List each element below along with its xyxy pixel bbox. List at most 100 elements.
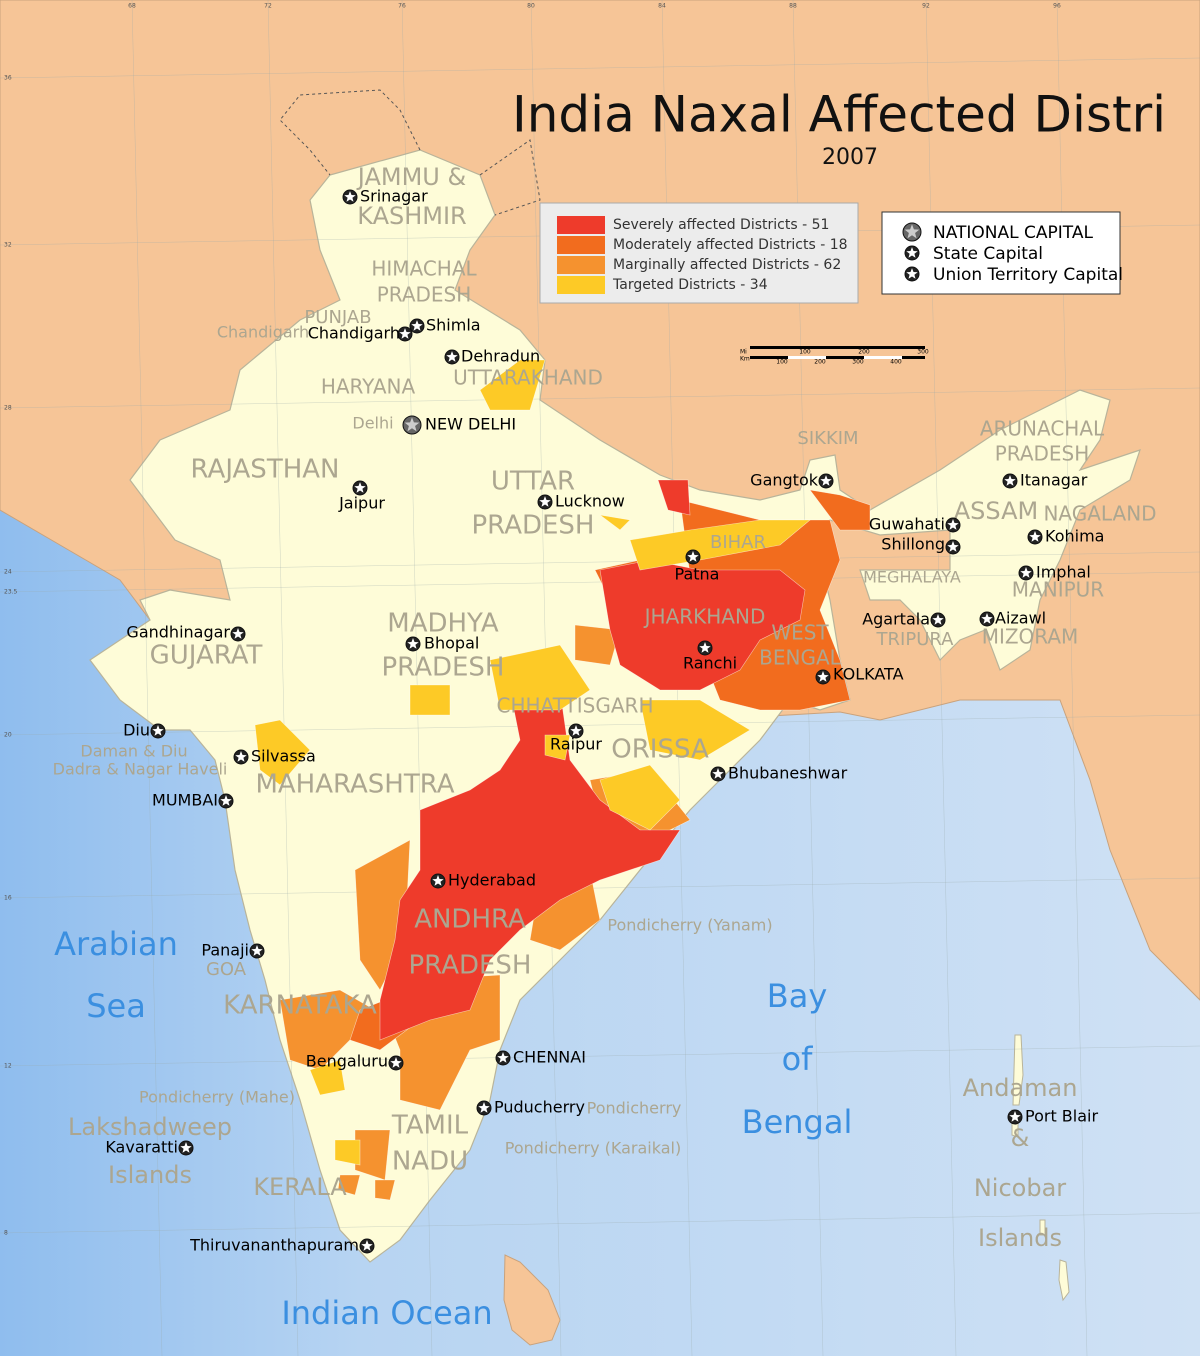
state-label: Lakshadweep [68, 1113, 232, 1141]
capital-legend-label: NATIONAL CAPITAL [933, 223, 1093, 243]
parallel [0, 551, 1200, 573]
legend-label: Targeted Districts - 34 [612, 277, 768, 293]
state-label: ARUNACHAL [980, 417, 1105, 441]
scale-km-alt [788, 356, 826, 359]
district-area [629, 519, 811, 571]
longitude-label: 72 [264, 3, 272, 10]
water-label: Indian Ocean [281, 1294, 492, 1332]
district-area [309, 1059, 346, 1096]
capital-star [354, 482, 366, 493]
legend-swatch [557, 276, 605, 294]
labels: JAMMU & KASHMIR HIMACHAL PRADESH PUNJAB HARYA… [53, 163, 1157, 1332]
city-label: Port Blair [1025, 1107, 1098, 1126]
state-label: Pondicherry (Mahe) [139, 1088, 295, 1107]
legend-swatch [557, 256, 605, 274]
latitude-label: 28 [4, 405, 12, 412]
city-label: Patna [675, 565, 720, 584]
state-label: BENGAL [759, 646, 841, 670]
district-area [374, 1179, 396, 1201]
city-label: Thiruvananthapuram [189, 1236, 359, 1255]
scale-mi [750, 346, 925, 349]
state-label: Dadra & Nagar Haveli [53, 760, 228, 779]
state-label: HARYANA [321, 375, 416, 399]
capital-star [432, 875, 444, 886]
scale-unit: Km [740, 356, 750, 363]
capital-legend-box [881, 211, 1121, 295]
state-label: RAJASTHAN [191, 455, 340, 485]
capital-star [904, 224, 920, 239]
state-label: Pondicherry (Karaikal) [505, 1139, 681, 1158]
city-label: CHENNAI [513, 1048, 586, 1067]
longitude-label: 88 [789, 3, 797, 10]
water-label: Bengal [742, 1103, 853, 1141]
capital-star [539, 496, 551, 507]
state-label: CHHATTISGARH [497, 694, 654, 718]
state-label: Pondicherry [587, 1099, 682, 1118]
scale-tick-label: 300 [852, 359, 864, 366]
latitude-label: 32 [4, 242, 12, 249]
state-label: BIHAR [710, 532, 766, 553]
capital-star [932, 614, 944, 625]
capital-star [390, 1057, 402, 1068]
parallel [0, 1212, 1200, 1234]
state-label: MIZORAM [982, 625, 1079, 649]
capital-legend-label: State Capital [933, 244, 1043, 264]
state-label: TAMIL [391, 1111, 469, 1141]
capital-star [699, 642, 711, 653]
state-label: GUJARAT [150, 641, 263, 671]
city-label: Gandhinagar [126, 623, 230, 642]
city-label: Puducherry [494, 1098, 585, 1117]
state-label: NAGALAND [1043, 502, 1156, 526]
district-area [409, 684, 451, 716]
capital-star [1029, 531, 1041, 542]
capital-star [1009, 1111, 1021, 1122]
city-label: NEW DELHI [425, 415, 516, 434]
city-label: Ranchi [683, 654, 737, 673]
capital-star [399, 328, 411, 339]
city-label: MUMBAI [152, 791, 218, 810]
state-label: PUNJAB [304, 307, 371, 328]
capital-star [947, 519, 959, 530]
capital-star [820, 475, 832, 486]
state-label: GOA [206, 959, 247, 980]
district-area [639, 699, 751, 761]
district-area [544, 734, 571, 761]
district-area [254, 719, 311, 786]
longitude-label: 68 [128, 3, 136, 10]
state-label: HIMACHAL [371, 257, 477, 281]
city-label: Chandigarh [308, 324, 400, 343]
state-label: PRADESH [382, 653, 505, 683]
capital-star [906, 247, 918, 258]
longitude-label: 80 [527, 3, 535, 10]
latitude-label: 20 [4, 732, 12, 739]
water-label: Sea [86, 987, 146, 1025]
state-label: PRADESH [472, 511, 595, 541]
legend-label: Marginally affected Districts - 62 [613, 257, 841, 273]
state-label: KASHMIR [357, 202, 466, 230]
district-area [379, 689, 681, 1041]
city-label: Guwahati [869, 515, 945, 534]
district-area [599, 559, 806, 691]
city-label: Silvassa [251, 747, 316, 766]
district-area [657, 479, 691, 516]
capital-star [180, 1142, 192, 1153]
state-label: KARNATAKA [223, 991, 377, 1021]
state-label: KERALA [253, 1173, 347, 1201]
district-area [489, 644, 591, 711]
capital-star [152, 725, 164, 736]
district-area [479, 359, 546, 411]
capital-star [407, 638, 419, 649]
scale-km-alt [864, 356, 902, 359]
state-label: MEGHALAYA [863, 568, 961, 587]
state-label: JAMMU & [356, 163, 466, 191]
parallel [0, 1045, 1200, 1067]
state-label: PRADESH [409, 951, 532, 981]
district-area [337, 1174, 361, 1196]
water-label: Bay [767, 977, 828, 1015]
state-label: Pondicherry (Yanam) [607, 916, 772, 935]
legend-label: Moderately affected Districts - 18 [613, 237, 848, 253]
city-label: Shimla [426, 316, 481, 335]
